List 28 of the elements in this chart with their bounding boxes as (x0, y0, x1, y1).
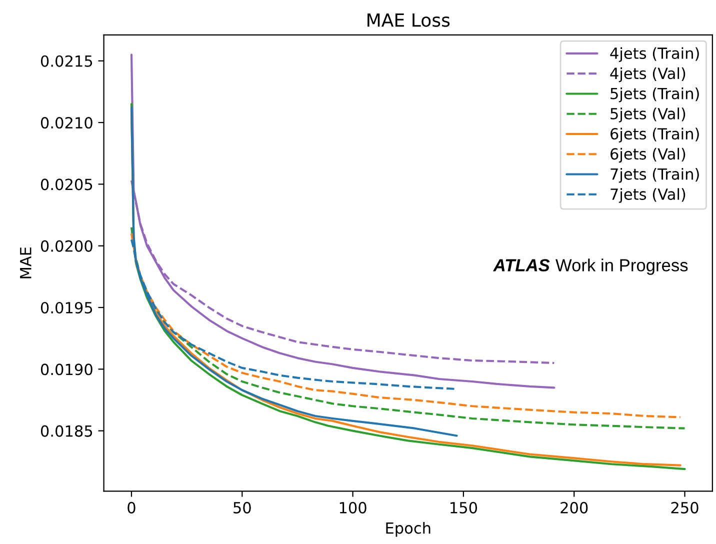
y-tick-label: 0.0210 (40, 116, 92, 129)
line-series (130, 54, 556, 389)
legend-label: 4jets (Val) (610, 67, 686, 82)
y-tick-label: 0.0195 (40, 302, 92, 314)
legend-label: 7jets (Val) (610, 188, 686, 203)
annotation: Work in Progress (556, 258, 688, 275)
x-axis-title: Epoch (386, 522, 430, 537)
x-tick-label: 200 (560, 502, 588, 514)
y-tick-label: 0.0190 (40, 364, 92, 376)
x-tick-label: 150 (450, 502, 478, 514)
y-tick-label: 0.0185 (40, 425, 92, 437)
x-tick-label: 250 (671, 502, 698, 514)
legend-label: 5jets (Val) (610, 108, 686, 122)
x-tick-label: 100 (340, 502, 366, 514)
y-tick-label: 0.0205 (40, 178, 92, 190)
legend-label: 6jets (Val) (610, 148, 686, 163)
x-tick-label: 0 (128, 502, 136, 514)
line-series (130, 106, 458, 437)
legend-label: 7jets (Train) (610, 168, 699, 183)
legend-label: 5jets (Train) (610, 87, 699, 102)
legend-label: 4jets (Train) (610, 47, 699, 62)
x-tick-label: 50 (234, 502, 251, 514)
y-tick-label: 0.0200 (40, 240, 92, 252)
legend-label: 6jets (Train) (610, 128, 699, 143)
annotation: ATLAS (492, 259, 550, 272)
y-tick-label: 0.0215 (40, 55, 92, 67)
y-axis-title: MAE (20, 247, 32, 278)
chart-title: MAE Loss (368, 13, 450, 27)
